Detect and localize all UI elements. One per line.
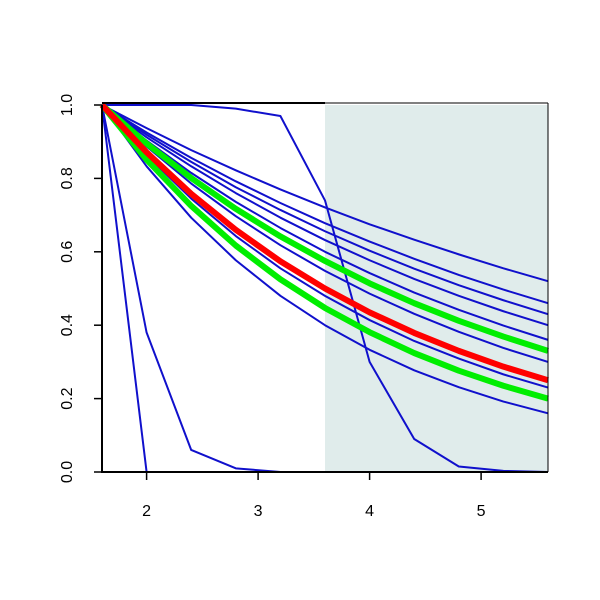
line-series bbox=[101, 104, 549, 341]
line-series bbox=[101, 104, 549, 316]
shaded-region bbox=[325, 105, 548, 472]
x-tick-label: 5 bbox=[477, 503, 486, 520]
x-tick-label: 3 bbox=[254, 503, 263, 520]
line-series bbox=[101, 104, 549, 327]
axis-frame bbox=[101, 105, 548, 473]
line-series bbox=[100, 102, 549, 354]
line-series bbox=[102, 104, 549, 473]
y-tick-label: 0.8 bbox=[59, 167, 76, 189]
line-series bbox=[99, 103, 549, 402]
line-series bbox=[101, 104, 549, 415]
y-tick-label: 0.4 bbox=[59, 314, 76, 336]
line-series bbox=[101, 104, 549, 283]
y-tick-label: 0.6 bbox=[59, 241, 76, 263]
x-tick-label: 4 bbox=[365, 503, 374, 520]
y-tick-label: 0.2 bbox=[59, 387, 76, 409]
line-series bbox=[99, 102, 549, 384]
line-series bbox=[101, 104, 549, 389]
x-tick-label: 2 bbox=[142, 503, 151, 520]
y-tick-label: 0.0 bbox=[59, 461, 76, 483]
line-series bbox=[101, 104, 549, 363]
y-tick-label: 1.0 bbox=[59, 94, 76, 116]
line-series bbox=[101, 104, 549, 305]
